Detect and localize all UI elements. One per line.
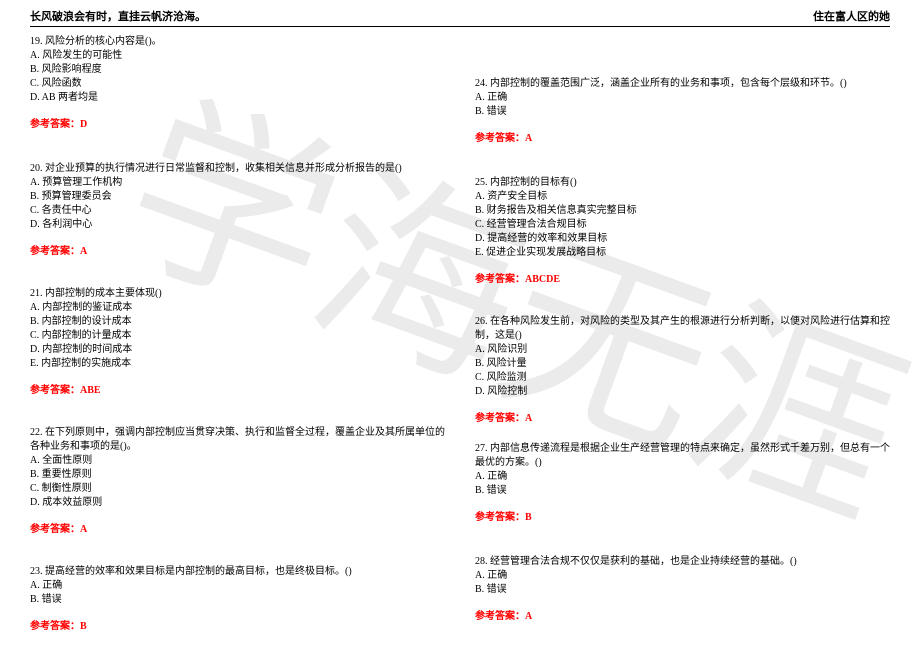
question-option: B. 风险计量 [475,357,890,371]
question-stem: 21. 内部控制的成本主要体现() [30,287,445,301]
answer-value: A [525,611,532,622]
answer-prefix: 参考答案： [475,133,525,144]
page-header: 长风破浪会有时，直挂云帆济沧海。 住在富人区的她 [30,8,890,27]
answer-value: B [80,621,87,632]
answer-value: D [80,119,87,130]
question-option: A. 内部控制的鉴证成本 [30,301,445,315]
answer: 参考答案：A [475,607,890,622]
header-quote: 长风破浪会有时，直挂云帆济沧海。 [30,8,206,24]
answer-prefix: 参考答案： [475,413,525,424]
answer-prefix: 参考答案： [475,274,525,285]
question-option: D. 风险控制 [475,385,890,399]
question-option: B. 预算管理委员会 [30,190,445,204]
answer-prefix: 参考答案： [30,246,80,257]
question-option: A. 预算管理工作机构 [30,176,445,190]
question-option: A. 风险识别 [475,343,890,357]
question-option: A. 资产安全目标 [475,190,890,204]
answer-prefix: 参考答案： [475,611,525,622]
header-right: 住在富人区的她 [813,8,890,24]
question-stem: 22. 在下列原则中，强调内部控制应当贯穿决策、执行和监督全过程，覆盖企业及其所… [30,426,445,454]
question-option: E. 内部控制的实施成本 [30,357,445,371]
question-option: C. 经营管理合法合规目标 [475,218,890,232]
question-option: C. 内部控制的计量成本 [30,329,445,343]
question-option: C. 制衡性原则 [30,482,445,496]
question-option: C. 风险监测 [475,371,890,385]
question: 19. 风险分析的核心内容是()。A. 风险发生的可能性B. 风险影响程度C. … [30,35,445,130]
answer: 参考答案：B [30,617,445,632]
question-option: A. 正确 [30,579,445,593]
question-option: B. 错误 [475,105,890,119]
question-stem: 23. 提高经营的效率和效果目标是内部控制的最高目标，也是终极目标。() [30,565,445,579]
question-option: A. 全面性原则 [30,454,445,468]
question-option: B. 财务报告及相关信息真实完整目标 [475,204,890,218]
answer: 参考答案：B [475,508,890,523]
question-option: E. 促进企业实现发展战略目标 [475,246,890,260]
answer: 参考答案：D [30,115,445,130]
question-option: B. 内部控制的设计成本 [30,315,445,329]
question-stem: 25. 内部控制的目标有() [475,176,890,190]
answer-value: A [80,524,87,535]
answer-prefix: 参考答案： [30,621,80,632]
question-stem: 24. 内部控制的覆盖范围广泛，涵盖企业所有的业务和事项，包含每个层级和环节。(… [475,77,890,91]
answer-prefix: 参考答案： [30,524,80,535]
question: 24. 内部控制的覆盖范围广泛，涵盖企业所有的业务和事项，包含每个层级和环节。(… [475,77,890,144]
answer-prefix: 参考答案： [30,119,80,130]
question: 28. 经营管理合法合规不仅仅是获利的基础，也是企业持续经营的基础。()A. 正… [475,555,890,622]
question: 20. 对企业预算的执行情况进行日常监督和控制，收集相关信息并形成分析报告的是(… [30,162,445,257]
question-option: D. AB 两者均是 [30,91,445,105]
answer-value: B [525,512,532,523]
question: 23. 提高经营的效率和效果目标是内部控制的最高目标，也是终极目标。()A. 正… [30,565,445,632]
answer-prefix: 参考答案： [475,512,525,523]
question-option: B. 错误 [30,593,445,607]
question-option: D. 提高经营的效率和效果目标 [475,232,890,246]
columns: 19. 风险分析的核心内容是()。A. 风险发生的可能性B. 风险影响程度C. … [30,29,890,636]
left-column: 19. 风险分析的核心内容是()。A. 风险发生的可能性B. 风险影响程度C. … [30,29,445,636]
question-option: A. 正确 [475,470,890,484]
question-option: B. 错误 [475,484,890,498]
answer: 参考答案：ABCDE [475,270,890,285]
answer: 参考答案：A [30,520,445,535]
answer-value: A [525,133,532,144]
answer: 参考答案：A [30,242,445,257]
question-option: D. 内部控制的时间成本 [30,343,445,357]
answer: 参考答案：A [475,409,890,424]
question-option: B. 错误 [475,583,890,597]
question-option: B. 重要性原则 [30,468,445,482]
question-option: D. 成本效益原则 [30,496,445,510]
answer: 参考答案：A [475,129,890,144]
question: 27. 内部信息传递流程是根据企业生产经营管理的特点来确定，虽然形式千差万别，但… [475,442,890,523]
question-option: C. 风险函数 [30,77,445,91]
answer-prefix: 参考答案： [30,385,80,396]
question-stem: 28. 经营管理合法合规不仅仅是获利的基础，也是企业持续经营的基础。() [475,555,890,569]
right-column: 24. 内部控制的覆盖范围广泛，涵盖企业所有的业务和事项，包含每个层级和环节。(… [475,29,890,636]
question: 22. 在下列原则中，强调内部控制应当贯穿决策、执行和监督全过程，覆盖企业及其所… [30,426,445,535]
question-stem: 26. 在各种风险发生前，对风险的类型及其产生的根源进行分析判断，以便对风险进行… [475,315,890,343]
question-stem: 27. 内部信息传递流程是根据企业生产经营管理的特点来确定，虽然形式千差万别，但… [475,442,890,470]
question-option: A. 风险发生的可能性 [30,49,445,63]
page: 长风破浪会有时，直挂云帆济沧海。 住在富人区的她 19. 风险分析的核心内容是(… [0,0,920,636]
question-option: D. 各利润中心 [30,218,445,232]
question-stem: 19. 风险分析的核心内容是()。 [30,35,445,49]
answer-value: ABE [80,385,101,396]
answer: 参考答案：ABE [30,381,445,396]
question-option: A. 正确 [475,91,890,105]
question: 21. 内部控制的成本主要体现()A. 内部控制的鉴证成本B. 内部控制的设计成… [30,287,445,396]
question-option: A. 正确 [475,569,890,583]
question: 26. 在各种风险发生前，对风险的类型及其产生的根源进行分析判断，以便对风险进行… [475,315,890,424]
answer-value: A [80,246,87,257]
question-option: B. 风险影响程度 [30,63,445,77]
question-stem: 20. 对企业预算的执行情况进行日常监督和控制，收集相关信息并形成分析报告的是(… [30,162,445,176]
answer-value: ABCDE [525,274,560,285]
question: 25. 内部控制的目标有()A. 资产安全目标B. 财务报告及相关信息真实完整目… [475,176,890,285]
answer-value: A [525,413,532,424]
question-option: C. 各责任中心 [30,204,445,218]
